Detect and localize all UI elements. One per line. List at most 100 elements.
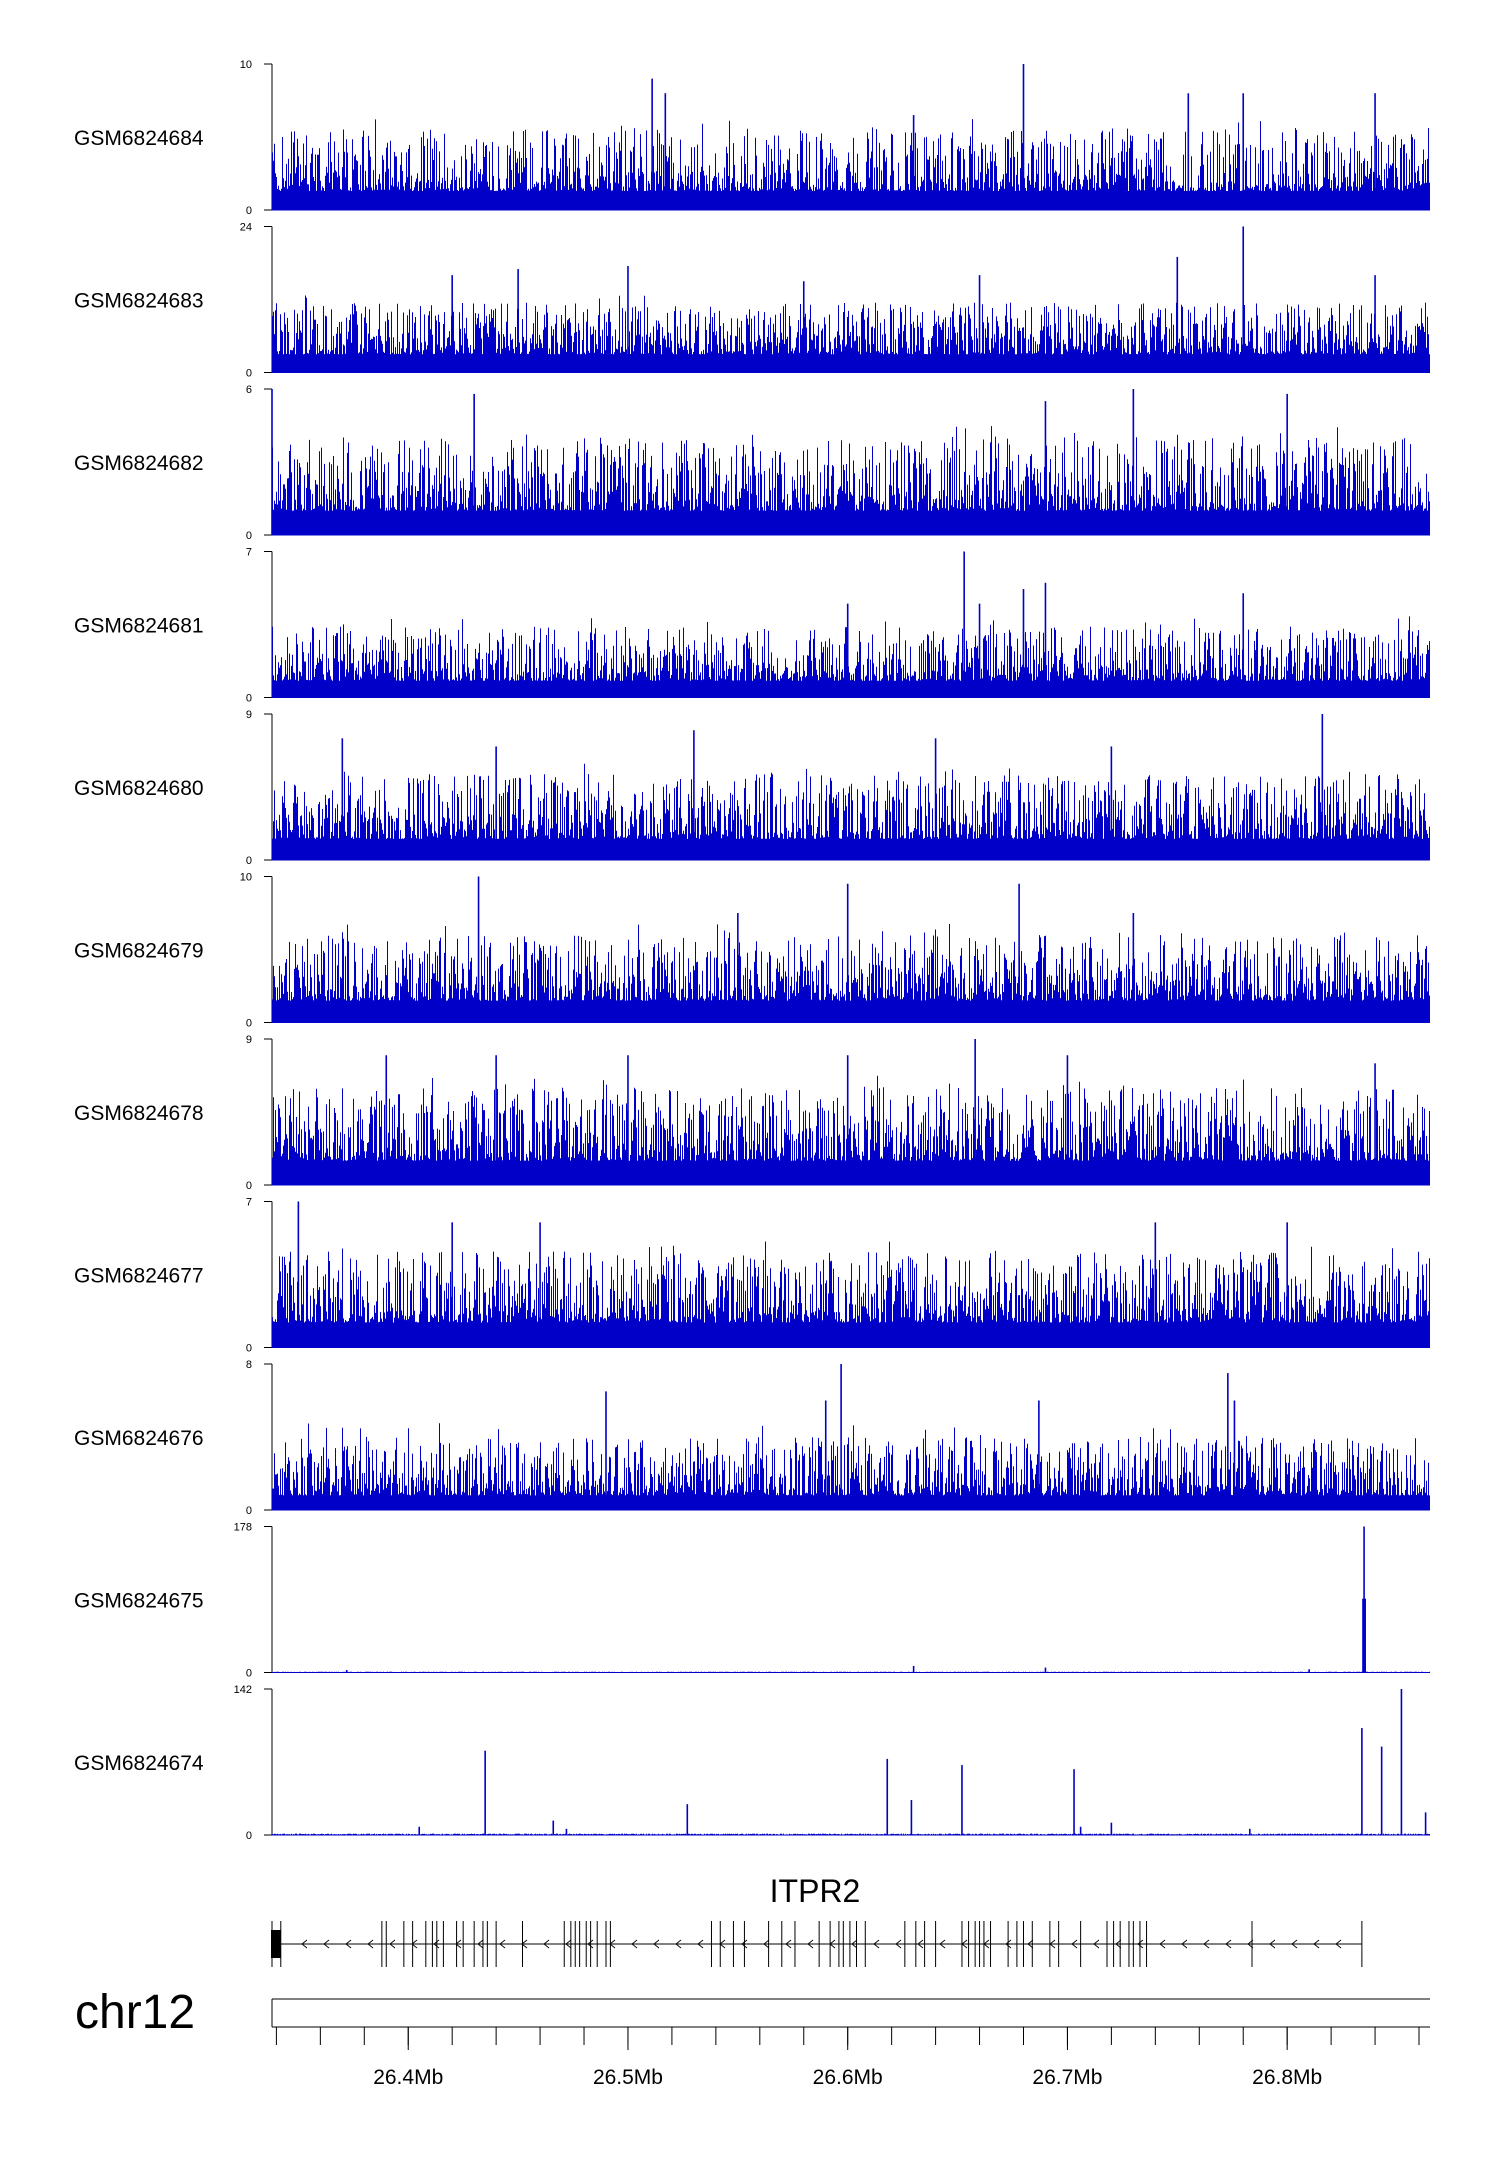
strand-arrow [609,1939,616,1949]
y-min-label: 0 [246,368,252,380]
coverage-signal [272,924,1430,1023]
track-GSM6824678: GSM6824678 9 0 [74,1034,1430,1192]
strand-arrow [763,1939,770,1949]
strand-arrow [565,1939,572,1949]
coverage-tracks: GSM6824684100GSM6824683240GSM682468260GS… [74,59,1430,1842]
strand-arrow [1049,1939,1056,1949]
track-name-label: GSM6824681 [74,615,204,638]
y-max-label: 7 [246,1197,252,1209]
strand-arrow [477,1939,484,1949]
y-min-label: 0 [246,205,252,217]
strand-arrow [433,1939,440,1949]
strand-arrow [961,1939,968,1949]
coverage-signal [272,1075,1430,1185]
axis-tick-label: 26.5Mb [593,2066,663,2089]
y-max-label: 10 [240,59,252,71]
track-GSM6824680: GSM6824680 9 0 [74,709,1430,867]
strand-arrow [1137,1939,1144,1949]
track-name-label: GSM6824677 [74,1265,204,1288]
track-name-label: GSM6824683 [74,290,204,313]
track-name-label: GSM6824684 [74,127,204,150]
y-max-label: 9 [246,709,252,721]
strand-arrow [785,1939,792,1949]
y-max-label: 178 [234,1522,252,1534]
strand-arrow [1093,1939,1100,1949]
strand-arrow [1071,1939,1078,1949]
y-min-label: 0 [246,530,252,542]
strand-arrow [1291,1939,1298,1949]
track-name-label: GSM6824679 [74,940,204,963]
gene-model-track: ITPR2 [271,1873,1363,1967]
chromosome-axis: chr12 26.4Mb 26.5Mb 26.6Mb 26.7Mb 26.8Mb [75,1986,1430,2089]
strand-arrow [1181,1939,1188,1949]
track-GSM6824683: GSM6824683 24 0 [74,222,1430,380]
track-name-label: GSM6824675 [74,1590,204,1613]
strand-arrow [653,1939,660,1949]
y-max-label: 24 [240,222,252,234]
y-max-label: 9 [246,1034,252,1046]
coverage-signal [272,616,1430,698]
strand-arrow [1027,1939,1034,1949]
track-name-label: GSM6824676 [74,1427,204,1450]
coverage-signal [272,295,1430,373]
track-GSM6824676: GSM6824676 8 0 [74,1359,1430,1517]
axis-tick-label: 26.8Mb [1252,2066,1322,2089]
strand-arrow [1005,1939,1012,1949]
track-name-label: GSM6824680 [74,777,204,800]
strand-arrow [323,1939,330,1949]
axis-tick-label: 26.4Mb [373,2066,443,2089]
coverage-signal [272,1423,1430,1510]
strand-arrow [389,1939,396,1949]
axis-tick-label: 26.6Mb [813,2066,883,2089]
strand-arrow [411,1939,418,1949]
y-max-label: 142 [234,1684,252,1696]
strand-arrow [807,1939,814,1949]
coverage-signal [272,119,1430,210]
y-min-label: 0 [246,1668,252,1680]
y-min-label: 0 [246,693,252,705]
strand-arrow [587,1939,594,1949]
track-name-label: GSM6824682 [74,452,204,475]
strand-arrow [1335,1939,1342,1949]
strand-arrow [631,1939,638,1949]
strand-arrow [741,1939,748,1949]
strand-arrow [1225,1939,1232,1949]
strand-arrow [895,1939,902,1949]
strand-arrow [1313,1939,1320,1949]
axis-tick-label: 26.7Mb [1032,2066,1102,2089]
coverage-signal [272,1241,1430,1348]
coverage-signal [272,426,1430,535]
strand-arrow [697,1939,704,1949]
strand-arrow [521,1939,528,1949]
gene-utr-block [271,1930,281,1958]
y-max-label: 6 [246,384,252,396]
track-name-label: GSM6824678 [74,1102,204,1125]
strand-arrow [499,1939,506,1949]
strand-arrow [455,1939,462,1949]
y-min-label: 0 [246,855,252,867]
strand-arrow [1203,1939,1210,1949]
track-GSM6824674: GSM6824674 142 0 [74,1684,1430,1842]
y-min-label: 0 [246,1180,252,1192]
strand-arrow [719,1939,726,1949]
track-GSM6824684: GSM6824684 10 0 [74,59,1430,217]
y-min-label: 0 [246,1343,252,1355]
strand-arrow [1159,1939,1166,1949]
track-GSM6824682: GSM6824682 6 0 [74,384,1430,542]
y-min-label: 0 [246,1505,252,1517]
coverage-signal [272,1833,1430,1835]
coverage-signal [272,1671,1430,1673]
strand-arrow [1269,1939,1276,1949]
strand-arrow [1115,1939,1122,1949]
track-GSM6824675: GSM6824675 178 0 [74,1522,1430,1680]
strand-arrow [1247,1939,1254,1949]
track-GSM6824677: GSM6824677 7 0 [74,1197,1430,1355]
strand-arrow [301,1939,308,1949]
track-name-label: GSM6824674 [74,1752,204,1775]
strand-arrow [543,1939,550,1949]
strand-arrow [367,1939,374,1949]
y-max-label: 10 [240,872,252,884]
strand-arrow [917,1939,924,1949]
strand-arrow [851,1939,858,1949]
